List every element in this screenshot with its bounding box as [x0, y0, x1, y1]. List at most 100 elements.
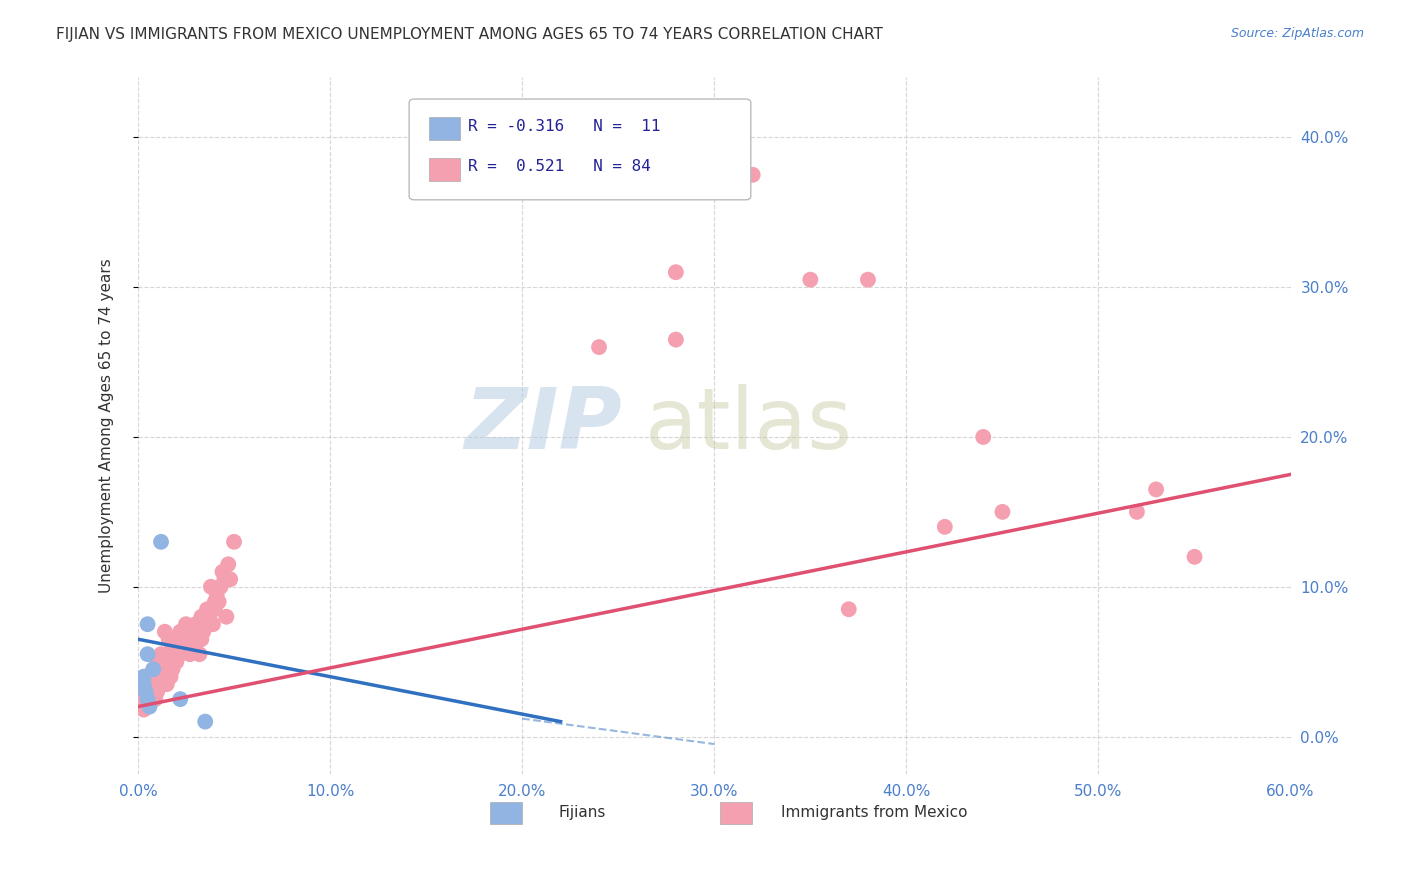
- Point: [194, 617, 217, 632]
- Point: [169, 624, 191, 639]
- Point: [152, 677, 174, 691]
- Point: [190, 632, 212, 647]
- Point: [132, 684, 155, 698]
- Text: R = -0.316   N =  11: R = -0.316 N = 11: [468, 119, 661, 134]
- Point: [156, 662, 179, 676]
- Point: [132, 670, 155, 684]
- Point: [188, 647, 211, 661]
- Point: [165, 647, 187, 661]
- Point: [142, 662, 165, 676]
- Point: [665, 333, 688, 347]
- Point: [1126, 505, 1149, 519]
- Point: [177, 632, 200, 647]
- Point: [180, 632, 202, 647]
- Point: [215, 609, 238, 624]
- Point: [665, 265, 688, 279]
- Point: [217, 558, 239, 572]
- Point: [142, 662, 165, 676]
- Bar: [720, 802, 752, 824]
- Point: [838, 602, 860, 616]
- Point: [183, 624, 205, 639]
- Y-axis label: Unemployment Among Ages 65 to 74 years: Unemployment Among Ages 65 to 74 years: [100, 259, 114, 593]
- Text: Fijians: Fijians: [558, 805, 606, 820]
- Point: [132, 703, 155, 717]
- Bar: [489, 802, 522, 824]
- Point: [188, 632, 211, 647]
- Text: atlas: atlas: [645, 384, 853, 467]
- Point: [186, 632, 208, 647]
- Point: [150, 534, 173, 549]
- Point: [209, 580, 232, 594]
- Point: [972, 430, 994, 444]
- Point: [136, 677, 159, 691]
- Point: [194, 714, 217, 729]
- Point: [219, 572, 242, 586]
- Point: [136, 647, 159, 661]
- Point: [135, 670, 157, 684]
- Point: [136, 617, 159, 632]
- Point: [1184, 549, 1206, 564]
- Point: [153, 670, 176, 684]
- Point: [180, 640, 202, 654]
- Point: [174, 632, 197, 647]
- Point: [162, 655, 184, 669]
- Point: [138, 699, 160, 714]
- Point: [184, 617, 207, 632]
- Point: [169, 647, 191, 661]
- Point: [146, 670, 169, 684]
- Point: [222, 534, 245, 549]
- Point: [135, 684, 157, 698]
- Point: [142, 677, 165, 691]
- Point: [741, 168, 763, 182]
- Point: [214, 572, 236, 586]
- Point: [173, 624, 195, 639]
- Point: [186, 624, 208, 639]
- Text: ZIP: ZIP: [464, 384, 621, 467]
- Point: [201, 617, 224, 632]
- Point: [156, 647, 179, 661]
- Point: [198, 609, 221, 624]
- Point: [146, 684, 169, 698]
- Point: [163, 640, 186, 654]
- Point: [204, 602, 226, 616]
- Point: [172, 640, 194, 654]
- Point: [204, 595, 226, 609]
- Point: [208, 595, 231, 609]
- Point: [200, 580, 222, 594]
- Point: [156, 677, 179, 691]
- Point: [146, 655, 169, 669]
- Point: [159, 670, 181, 684]
- Point: [157, 632, 180, 647]
- Point: [165, 655, 187, 669]
- Point: [162, 662, 184, 676]
- Point: [169, 692, 191, 706]
- Point: [132, 677, 155, 691]
- Point: [136, 684, 159, 698]
- Point: [150, 647, 173, 661]
- Point: [141, 692, 163, 706]
- Point: [799, 273, 821, 287]
- Point: [991, 505, 1014, 519]
- Point: [138, 684, 160, 698]
- Point: [174, 617, 197, 632]
- Point: [174, 640, 197, 654]
- Point: [856, 273, 879, 287]
- Text: R =  0.521   N = 84: R = 0.521 N = 84: [468, 159, 651, 174]
- Point: [179, 647, 201, 661]
- Point: [211, 565, 233, 579]
- Point: [150, 670, 173, 684]
- Point: [143, 692, 166, 706]
- Point: [934, 520, 956, 534]
- Point: [195, 602, 218, 616]
- Point: [153, 624, 176, 639]
- Point: [167, 632, 190, 647]
- Point: [588, 340, 610, 354]
- Point: [131, 692, 153, 706]
- Point: [205, 587, 228, 601]
- Text: FIJIAN VS IMMIGRANTS FROM MEXICO UNEMPLOYMENT AMONG AGES 65 TO 74 YEARS CORRELAT: FIJIAN VS IMMIGRANTS FROM MEXICO UNEMPLO…: [56, 27, 883, 42]
- Text: Immigrants from Mexico: Immigrants from Mexico: [782, 805, 967, 820]
- Point: [193, 624, 215, 639]
- Point: [148, 662, 170, 676]
- Point: [136, 692, 159, 706]
- Point: [162, 640, 184, 654]
